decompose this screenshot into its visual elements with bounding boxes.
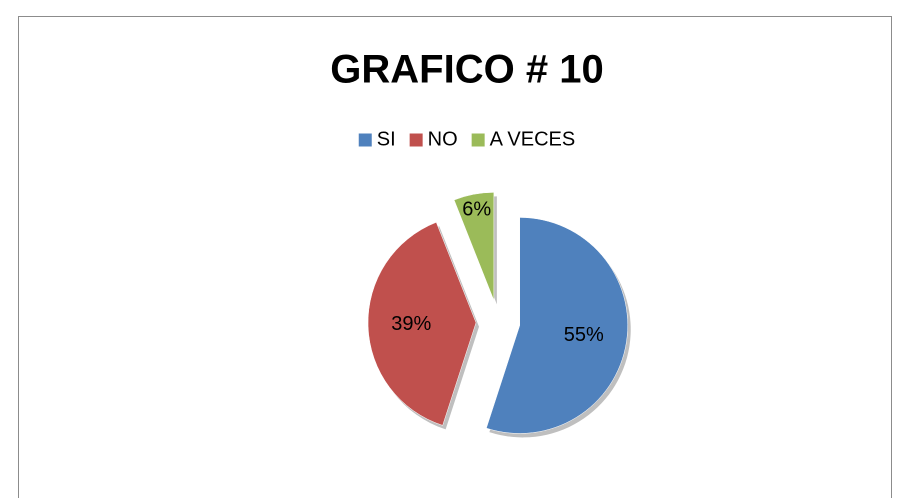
legend-swatch bbox=[358, 133, 372, 147]
legend-swatch bbox=[471, 133, 485, 147]
chart-title: GRAFICO # 10 bbox=[330, 48, 603, 92]
data-label: 6% bbox=[462, 198, 491, 220]
pie-slice bbox=[486, 217, 628, 434]
pie-slice bbox=[367, 221, 477, 426]
data-label: 39% bbox=[391, 313, 431, 335]
data-label: 55% bbox=[564, 324, 604, 346]
pie-slice bbox=[453, 192, 495, 301]
chart-frame bbox=[18, 16, 892, 503]
legend-swatch bbox=[409, 133, 423, 147]
legend-label: A VECES bbox=[490, 128, 576, 150]
legend-label: SI bbox=[377, 128, 396, 150]
legend-label: NO bbox=[428, 128, 458, 150]
